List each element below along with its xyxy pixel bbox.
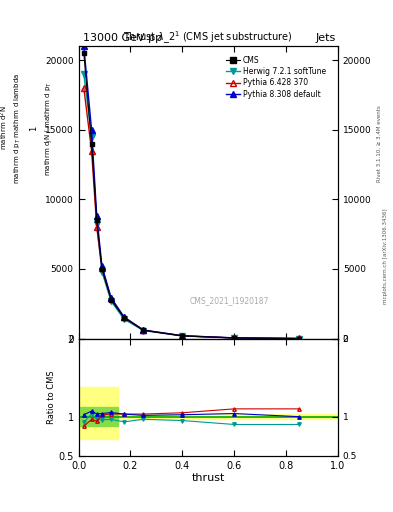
Text: mcplots.cern.ch [arXiv:1306.3436]: mcplots.cern.ch [arXiv:1306.3436]	[383, 208, 387, 304]
Text: CMS_2021_I1920187: CMS_2021_I1920187	[189, 296, 269, 305]
Legend: CMS, Herwig 7.2.1 softTune, Pythia 6.428 370, Pythia 8.308 default: CMS, Herwig 7.2.1 softTune, Pythia 6.428…	[223, 53, 329, 102]
Y-axis label: Ratio to CMS: Ratio to CMS	[47, 370, 55, 424]
Title: Thrust $\lambda\_2^1$ (CMS jet substructure): Thrust $\lambda\_2^1$ (CMS jet substruct…	[123, 30, 293, 46]
Text: Jets: Jets	[316, 33, 336, 44]
Text: 13000 GeV pp: 13000 GeV pp	[83, 33, 162, 44]
X-axis label: thrust: thrust	[192, 473, 225, 483]
Text: Rivet 3.1.10, ≥ 3.4M events: Rivet 3.1.10, ≥ 3.4M events	[377, 105, 382, 182]
Text: mathrm d p$_T$ mathrm d lambda: mathrm d p$_T$ mathrm d lambda	[13, 72, 23, 184]
Text: 1: 1	[29, 125, 38, 131]
Text: mathrm d$^2$N: mathrm d$^2$N	[0, 106, 9, 150]
Text: mathrm d$_J$N / mathrm d p$_T$: mathrm d$_J$N / mathrm d p$_T$	[43, 80, 55, 176]
